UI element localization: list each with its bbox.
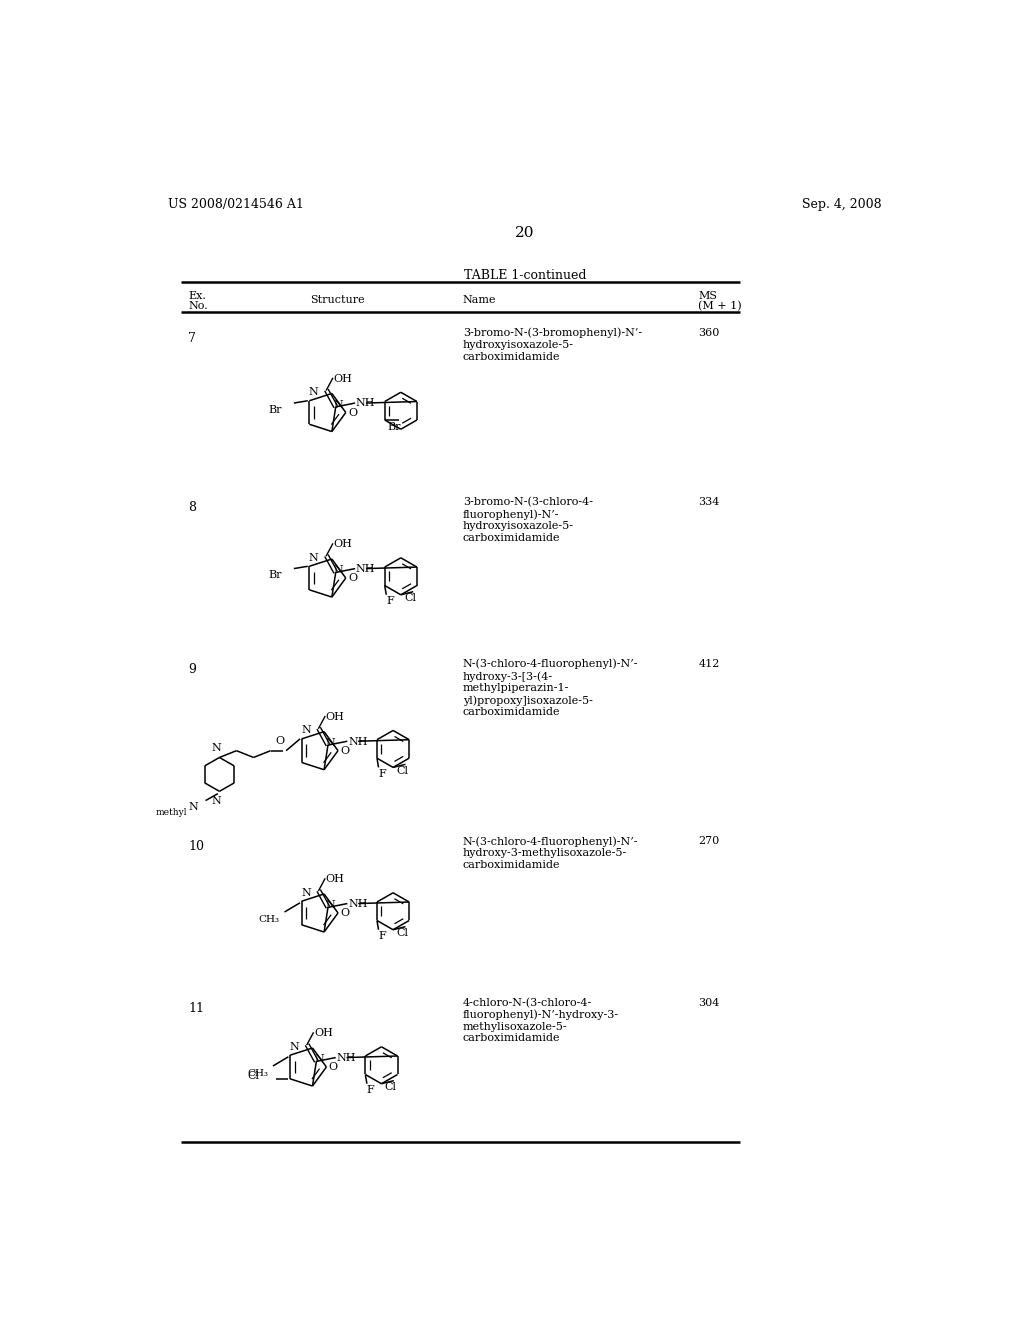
Text: NH: NH bbox=[356, 564, 376, 574]
Text: N: N bbox=[334, 400, 343, 409]
Text: N: N bbox=[301, 888, 311, 898]
Text: methyl: methyl bbox=[156, 808, 187, 817]
Text: NH: NH bbox=[337, 1053, 356, 1063]
Text: TABLE 1-continued: TABLE 1-continued bbox=[464, 268, 586, 281]
Text: (M + 1): (M + 1) bbox=[698, 301, 742, 312]
Text: CH₃: CH₃ bbox=[247, 1069, 268, 1078]
Text: N: N bbox=[301, 726, 311, 735]
Text: N: N bbox=[309, 553, 318, 562]
Text: CH₃: CH₃ bbox=[259, 915, 280, 924]
Text: OH: OH bbox=[314, 1028, 333, 1039]
Text: 8: 8 bbox=[188, 502, 197, 513]
Text: N: N bbox=[212, 796, 221, 807]
Text: O: O bbox=[348, 408, 357, 417]
Text: Br: Br bbox=[268, 405, 283, 414]
Text: OH: OH bbox=[326, 711, 344, 722]
Text: Cl: Cl bbox=[385, 1082, 396, 1092]
Text: N: N bbox=[290, 1041, 299, 1052]
Text: Ex.: Ex. bbox=[188, 290, 206, 301]
Text: Br: Br bbox=[388, 422, 401, 433]
Text: Cl: Cl bbox=[403, 593, 416, 603]
Text: O: O bbox=[340, 746, 349, 755]
Text: OH: OH bbox=[326, 874, 344, 884]
Text: 4-chloro-N-(3-chloro-4-
fluorophenyl)-N’-hydroxy-3-
methylisoxazole-5-
carboximi: 4-chloro-N-(3-chloro-4- fluorophenyl)-N’… bbox=[463, 998, 618, 1044]
Text: N: N bbox=[326, 900, 336, 909]
Text: F: F bbox=[386, 597, 394, 606]
Text: 270: 270 bbox=[698, 836, 720, 846]
Text: 11: 11 bbox=[188, 1002, 205, 1015]
Text: NH: NH bbox=[348, 899, 368, 909]
Text: 3-bromo-N-(3-bromophenyl)-N’-
hydroxyisoxazole-5-
carboximidamide: 3-bromo-N-(3-bromophenyl)-N’- hydroxyiso… bbox=[463, 327, 642, 362]
Text: O: O bbox=[275, 737, 285, 746]
Text: N: N bbox=[309, 387, 318, 397]
Text: Cl: Cl bbox=[396, 766, 409, 776]
Text: Structure: Structure bbox=[310, 294, 365, 305]
Text: US 2008/0214546 A1: US 2008/0214546 A1 bbox=[168, 198, 304, 211]
Text: N: N bbox=[334, 565, 343, 576]
Text: N: N bbox=[326, 738, 336, 748]
Text: N-(3-chloro-4-fluorophenyl)-N’-
hydroxy-3-methylisoxazole-5-
carboximidamide: N-(3-chloro-4-fluorophenyl)-N’- hydroxy-… bbox=[463, 836, 638, 870]
Text: Name: Name bbox=[463, 294, 497, 305]
Text: 20: 20 bbox=[515, 226, 535, 240]
Text: 412: 412 bbox=[698, 659, 720, 669]
Text: Cl: Cl bbox=[396, 928, 409, 939]
Text: N: N bbox=[314, 1055, 324, 1064]
Text: F: F bbox=[367, 1085, 375, 1096]
Text: 10: 10 bbox=[188, 840, 205, 853]
Text: O: O bbox=[340, 908, 349, 917]
Text: Br: Br bbox=[268, 570, 283, 579]
Text: N: N bbox=[188, 803, 198, 812]
Text: MS: MS bbox=[698, 290, 718, 301]
Text: F: F bbox=[379, 932, 386, 941]
Text: NH: NH bbox=[348, 737, 368, 747]
Text: 304: 304 bbox=[698, 998, 720, 1007]
Text: O: O bbox=[329, 1063, 338, 1072]
Text: 7: 7 bbox=[188, 331, 197, 345]
Text: Sep. 4, 2008: Sep. 4, 2008 bbox=[802, 198, 882, 211]
Text: No.: No. bbox=[188, 301, 208, 310]
Text: Cl: Cl bbox=[247, 1071, 259, 1081]
Text: OH: OH bbox=[334, 540, 352, 549]
Text: N-(3-chloro-4-fluorophenyl)-N’-
hydroxy-3-[3-(4-
methylpiperazin-1-
yl)propoxy]i: N-(3-chloro-4-fluorophenyl)-N’- hydroxy-… bbox=[463, 659, 638, 717]
Text: F: F bbox=[379, 770, 386, 779]
Text: NH: NH bbox=[356, 399, 376, 408]
Text: OH: OH bbox=[334, 374, 352, 384]
Text: N: N bbox=[212, 743, 221, 752]
Text: 334: 334 bbox=[698, 498, 720, 507]
Text: O: O bbox=[348, 573, 357, 583]
Text: 360: 360 bbox=[698, 327, 720, 338]
Text: 3-bromo-N-(3-chloro-4-
fluorophenyl)-N’-
hydroxyisoxazole-5-
carboximidamide: 3-bromo-N-(3-chloro-4- fluorophenyl)-N’-… bbox=[463, 498, 593, 543]
Text: 9: 9 bbox=[188, 663, 197, 676]
